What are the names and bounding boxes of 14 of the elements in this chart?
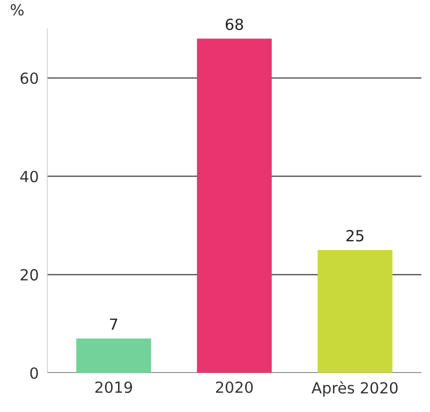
y-tick-label: 0 [30,367,38,379]
bar [76,338,152,373]
y-tick-label: 20 [20,269,38,281]
data-label: 68 [226,18,244,30]
bar [196,38,272,373]
x-tick-label: 2019 [95,381,132,394]
y-tick-label: 60 [20,72,38,84]
x-tick-label: 2020 [216,381,253,394]
data-label: 25 [346,230,364,242]
x-tick-label: Après 2020 [312,381,398,397]
y-axis-title: % [10,4,24,16]
y-tick-label: 40 [20,170,38,182]
bar [318,250,392,373]
data-label: 7 [110,318,118,330]
